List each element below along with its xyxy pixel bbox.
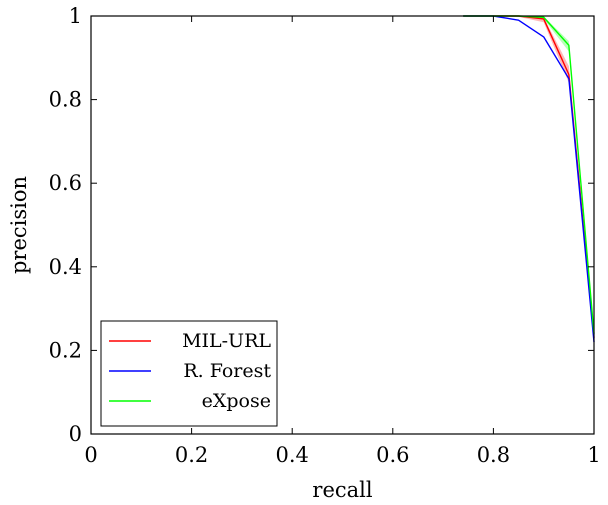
series-lines [463, 15, 595, 343]
y-tick-label: 0.4 [49, 255, 82, 279]
legend-label-expose: eXpose [202, 390, 271, 412]
y-tick-label: 0.2 [49, 338, 82, 362]
legend-box [100, 320, 278, 427]
y-axis-ticks: 0 0.2 0.4 0.6 0.8 1 [49, 4, 594, 446]
y-tick-label: 0.8 [49, 88, 82, 112]
x-tick-label: 1 [587, 443, 600, 467]
band-expose [463, 16, 594, 338]
y-tick-label: 0 [69, 422, 82, 446]
x-tick-label: 0 [84, 443, 97, 467]
series-line-r-forest [463, 15, 595, 343]
x-tick-label: 0.2 [175, 443, 208, 467]
confidence-bands [463, 16, 594, 343]
x-axis-ticks: 0 0.2 0.4 0.6 0.8 1 [84, 16, 601, 467]
legend: MIL-URL R. Forest eXpose [100, 320, 278, 427]
legend-label-mil-url: MIL-URL [182, 330, 271, 352]
series-line-expose [463, 15, 595, 334]
y-axis-label: precision [7, 176, 31, 274]
plot-frame [90, 15, 595, 435]
y-tick-label: 0.6 [49, 171, 82, 195]
series-line-mil-url [463, 15, 595, 338]
x-tick-label: 0.4 [275, 443, 308, 467]
x-tick-label: 0.6 [376, 443, 409, 467]
y-tick-label: 1 [69, 4, 82, 28]
x-tick-label: 0.8 [477, 443, 510, 467]
x-axis-label: recall [312, 478, 372, 502]
band-mil-url [463, 16, 594, 343]
legend-label-r-forest: R. Forest [183, 360, 271, 382]
